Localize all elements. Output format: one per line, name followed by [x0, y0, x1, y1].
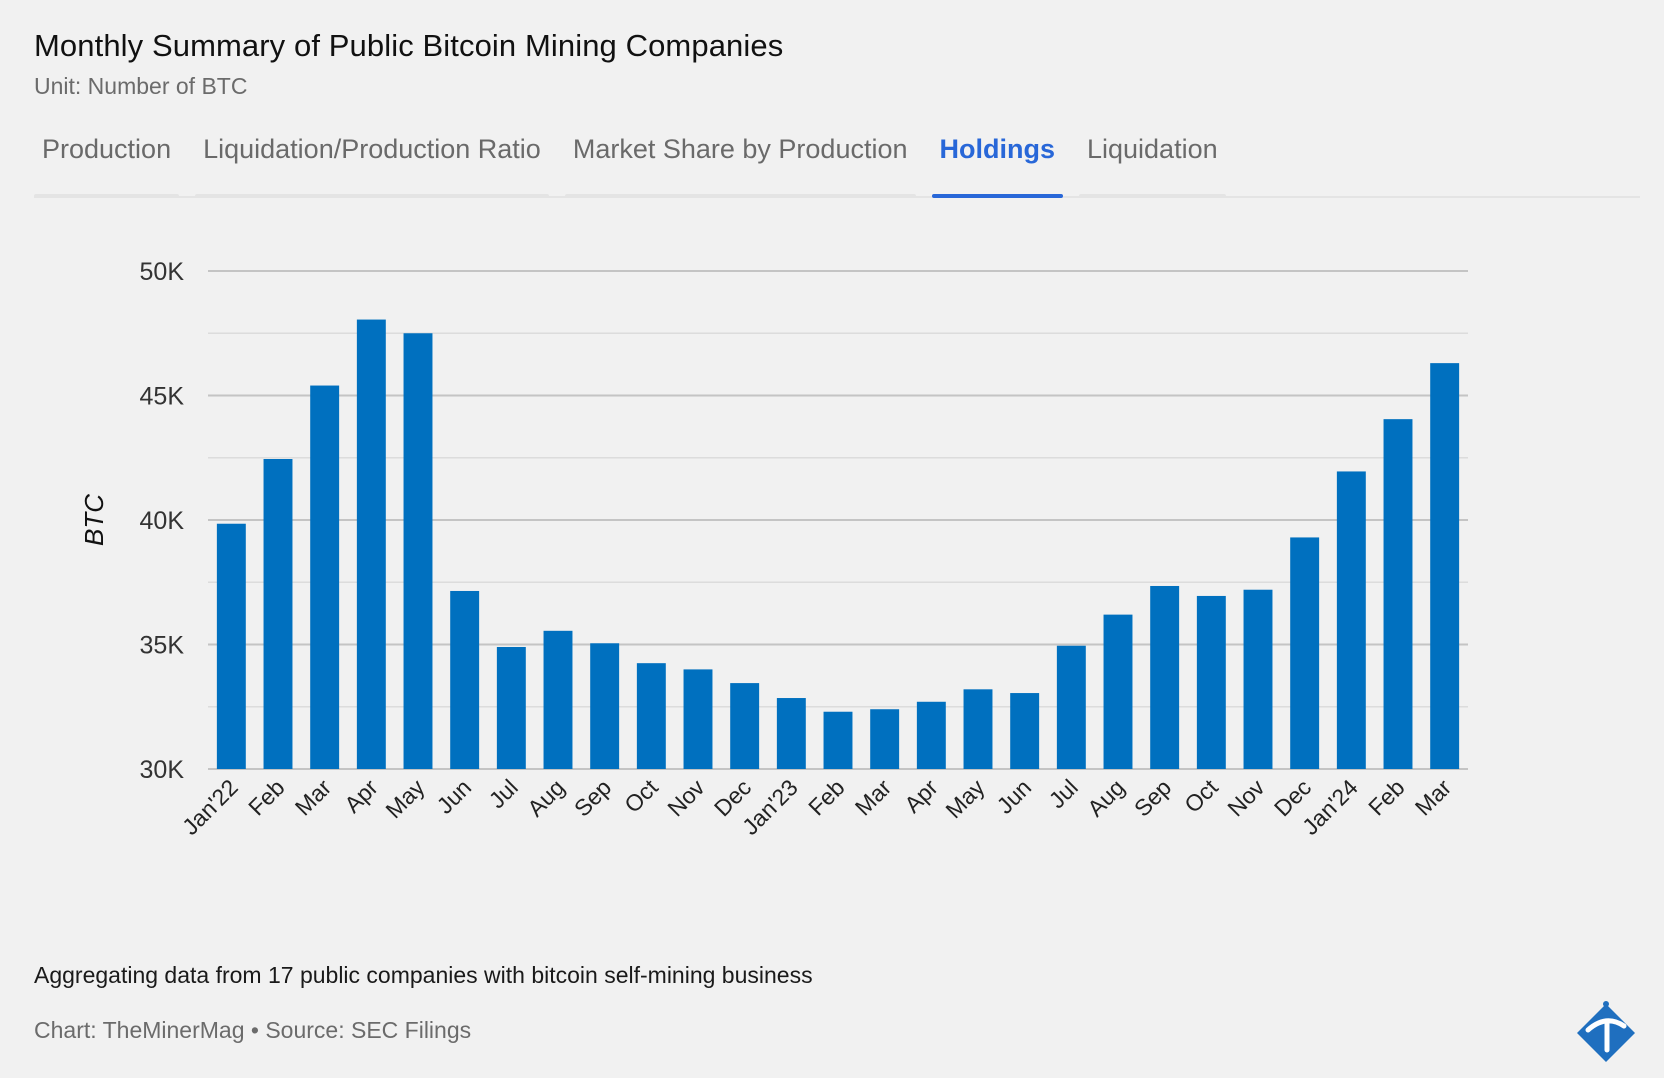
bar[interactable]: [1243, 589, 1273, 769]
bar[interactable]: [823, 711, 853, 769]
x-tick-label: Jun: [432, 774, 477, 819]
x-tick-label: Apr: [899, 774, 943, 818]
bar[interactable]: [1056, 645, 1086, 769]
x-tick-label: Oct: [1179, 774, 1223, 818]
tab-liquidation-production-ratio[interactable]: Liquidation/Production Ratio: [195, 118, 549, 198]
bar[interactable]: [356, 319, 386, 769]
x-tick-label: Apr: [339, 774, 383, 818]
x-tick-label: Jun: [992, 774, 1037, 819]
x-tick-label: May: [940, 774, 989, 823]
tab-bar: Production Liquidation/Production Ratio …: [34, 118, 1640, 198]
tab-liquidation[interactable]: Liquidation: [1079, 118, 1226, 198]
bar[interactable]: [450, 590, 480, 769]
x-tick-label: Sep: [569, 774, 616, 821]
bar[interactable]: [1010, 693, 1040, 769]
x-tick-label: Feb: [243, 774, 289, 820]
bar[interactable]: [963, 689, 993, 769]
bar[interactable]: [263, 458, 293, 769]
x-tick-label: Jan'22: [177, 774, 243, 840]
chart-credit: Chart: TheMinerMag • Source: SEC Filings: [34, 1017, 472, 1043]
x-tick-label: Sep: [1129, 774, 1176, 821]
bar[interactable]: [1196, 595, 1226, 769]
bar[interactable]: [1336, 471, 1366, 769]
chart-title: Monthly Summary of Public Bitcoin Mining…: [34, 28, 784, 63]
x-tick-label: Mar: [290, 774, 337, 821]
chart-subtitle: Unit: Number of BTC: [34, 73, 248, 99]
bar[interactable]: [310, 385, 340, 769]
y-tick-label: 30K: [140, 756, 185, 784]
x-tick-label: Aug: [522, 774, 569, 821]
bar[interactable]: [1383, 419, 1413, 769]
tab-holdings[interactable]: Holdings: [931, 118, 1064, 198]
bar[interactable]: [1150, 585, 1180, 769]
y-tick-label: 35K: [140, 632, 185, 660]
bar[interactable]: [636, 663, 666, 769]
bar[interactable]: [496, 646, 526, 769]
bar[interactable]: [216, 523, 246, 769]
bar[interactable]: [683, 669, 713, 769]
x-tick-label: Aug: [1082, 774, 1129, 821]
x-tick-label: Nov: [1222, 774, 1270, 822]
y-tick-label: 40K: [140, 507, 185, 535]
bar[interactable]: [590, 643, 620, 769]
x-tick-label: Jul: [1044, 774, 1083, 813]
y-tick-label: 45K: [140, 383, 185, 411]
bar[interactable]: [1103, 614, 1133, 769]
tab-production[interactable]: Production: [34, 118, 180, 198]
tab-market-share-by-production[interactable]: Market Share by Production: [564, 118, 916, 198]
x-tick-label: May: [380, 774, 429, 823]
y-axis-label: BTC: [79, 494, 109, 546]
x-tick-label: Jul: [484, 774, 523, 813]
x-tick-label: Mar: [850, 774, 897, 821]
bar[interactable]: [870, 709, 900, 769]
x-tick-label: Feb: [803, 774, 849, 820]
x-tick-label: Mar: [1410, 774, 1457, 821]
bar[interactable]: [776, 698, 806, 769]
pickaxe-logo-icon[interactable]: [1573, 1000, 1639, 1066]
x-tick-label: Feb: [1363, 774, 1409, 820]
bar[interactable]: [916, 701, 946, 769]
bar[interactable]: [543, 630, 573, 769]
bar[interactable]: [1290, 537, 1320, 769]
y-tick-label: 50K: [140, 258, 185, 286]
footnote: Aggregating data from 17 public companie…: [34, 962, 813, 988]
x-tick-label: Nov: [662, 774, 710, 822]
bar[interactable]: [730, 683, 760, 769]
bar[interactable]: [403, 333, 433, 769]
x-tick-label: Oct: [619, 774, 663, 818]
bar[interactable]: [1430, 363, 1460, 769]
